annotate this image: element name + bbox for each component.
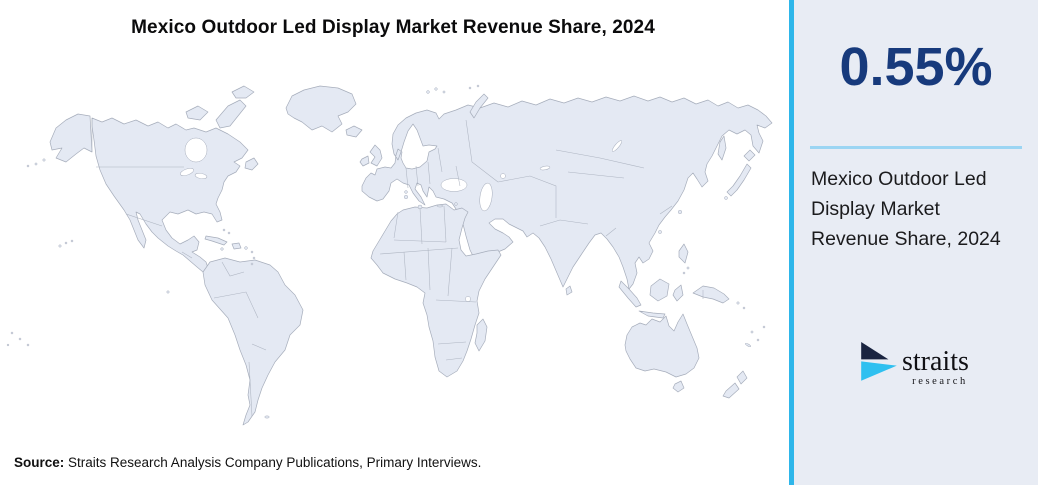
sidebar-divider bbox=[810, 146, 1022, 149]
logo-text-primary: straits bbox=[902, 346, 969, 377]
logo-arrow-icon bbox=[861, 342, 897, 381]
source-text: Straits Research Analysis Company Public… bbox=[64, 455, 482, 470]
map-land bbox=[49, 85, 773, 426]
stat-label: Mexico Outdoor Led Display Market Revenu… bbox=[811, 168, 1001, 250]
chart-title: Mexico Outdoor Led Display Market Revenu… bbox=[131, 17, 655, 38]
stat-sidebar: 0.55% Mexico Outdoor Led Display Market … bbox=[789, 0, 1038, 485]
source-note: Source: Straits Research Analysis Compan… bbox=[14, 455, 481, 470]
logo-text-secondary: research bbox=[912, 376, 968, 387]
map-borders bbox=[91, 118, 704, 417]
map-islets bbox=[6, 84, 766, 419]
source-label: Source: bbox=[14, 455, 65, 470]
logo-wordmark: straits research bbox=[902, 346, 969, 388]
map-water bbox=[180, 137, 623, 302]
stat-value: 0.55% bbox=[839, 37, 993, 97]
straits-research-logo: straits research bbox=[858, 341, 969, 387]
